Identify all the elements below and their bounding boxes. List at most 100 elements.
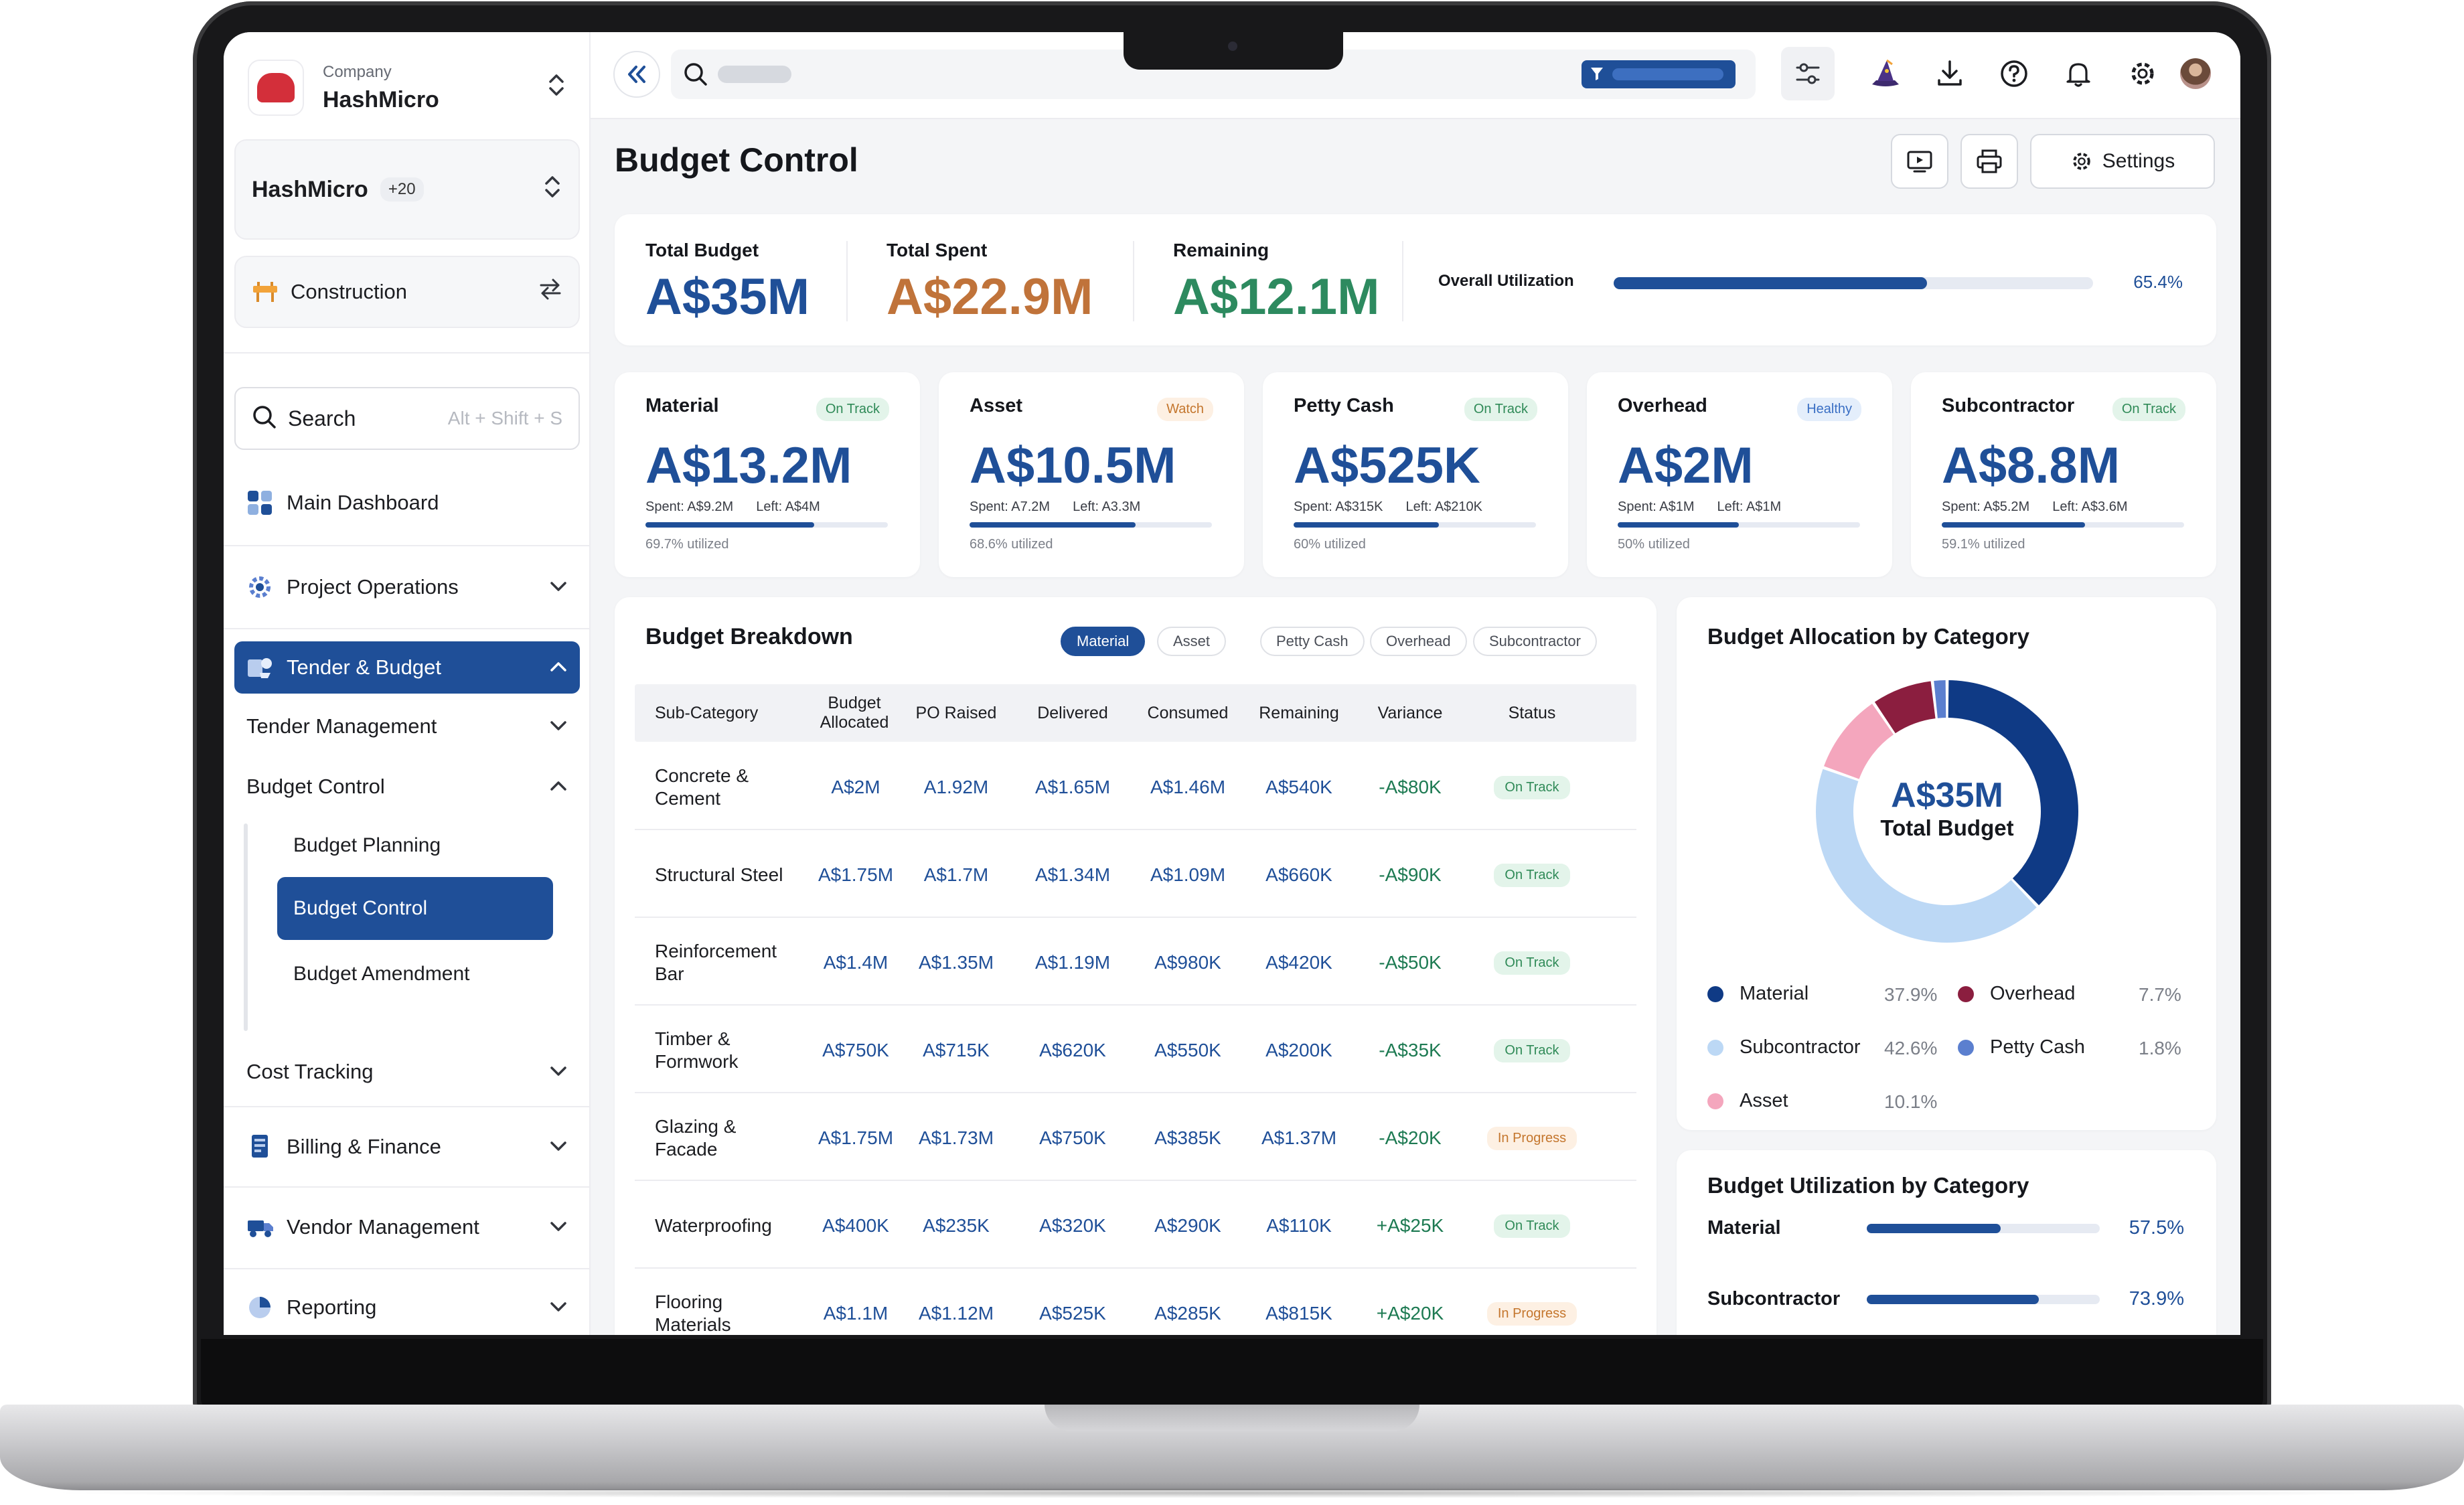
utilization-text: 69.7% utilized (645, 537, 729, 552)
sidebar-item-vendor-management[interactable]: Vendor Management (234, 1201, 580, 1253)
module-selector[interactable]: Construction (234, 256, 580, 328)
column-header-variance[interactable]: Variance (1377, 703, 1443, 722)
column-header-sub-category[interactable]: Sub-Category (655, 703, 759, 722)
module-name: Construction (291, 280, 408, 303)
tree-line (244, 823, 248, 1031)
workspace-selector[interactable]: HashMicro +20 (234, 139, 580, 240)
notifications-button[interactable] (2057, 52, 2100, 95)
cell-sub: Structural Steel (655, 864, 783, 886)
cell-sub: Concrete & Cement (655, 765, 749, 809)
category-value: A$10.5M (970, 437, 1176, 494)
category-meta: Spent: A$5.2M Left: A$3.6M (1942, 499, 2128, 515)
table-row[interactable]: Flooring Materials A$1.1M A$1.12M A$525K A$2… (635, 1271, 1636, 1335)
category-value: A$13.2M (645, 437, 852, 494)
donut-slice-petty-cash[interactable] (1934, 680, 1946, 718)
sidebar-item-reporting[interactable]: Reporting (234, 1281, 580, 1334)
double-chevron-left-icon (628, 66, 645, 83)
legend-item-overhead[interactable]: Overhead (1958, 983, 2075, 1005)
category-card-material: Material On Track A$13.2M Spent: A$9.2M Left… (615, 372, 920, 577)
donut-slice-asset[interactable] (1824, 704, 1894, 779)
category-value: A$8.8M (1942, 437, 2121, 494)
cell-variance: -A$90K (1379, 864, 1442, 885)
utilization-fill (1942, 522, 2085, 528)
cell-alloc: A$1.1M (823, 1303, 889, 1324)
legend-item-material[interactable]: Material (1707, 983, 1808, 1005)
sidebar-item-tender-management[interactable]: Tender Management (234, 700, 580, 752)
avatar[interactable] (2180, 58, 2211, 89)
chevron-down-icon (549, 1217, 568, 1238)
search-icon (684, 63, 707, 86)
sidebar-subitem-budget-control[interactable]: Budget Control (277, 877, 553, 940)
print-button[interactable] (1960, 134, 2018, 189)
cell-delivered: A$525K (1039, 1303, 1106, 1324)
total-budget-value: A$35M (645, 268, 810, 325)
column-header-consumed[interactable]: Consumed (1147, 703, 1229, 722)
column-header-remaining[interactable]: Remaining (1259, 703, 1339, 722)
filter-pill-asset[interactable]: Asset (1157, 627, 1227, 656)
filter-pill-petty-cash[interactable]: Petty Cash (1260, 627, 1365, 656)
status-badge: On Track (2112, 398, 2185, 421)
column-header-po-raised[interactable]: PO Raised (915, 703, 997, 722)
legend-pct: 37.9% (1884, 984, 1938, 1005)
legend-item-asset[interactable]: Asset (1707, 1090, 1788, 1112)
donut-slice-subcontractor[interactable] (1816, 769, 2037, 943)
company-name: HashMicro (323, 86, 439, 112)
table-row[interactable]: Structural Steel A$1.75M A$1.7M A$1.34M A$1.… (635, 832, 1636, 918)
legend-item-petty-cash[interactable]: Petty Cash (1958, 1036, 2085, 1058)
billing-icon (246, 1133, 275, 1160)
filter-pill-material[interactable]: Material (1061, 627, 1146, 656)
category-value: A$525K (1294, 437, 1480, 494)
settings-page-button[interactable]: Settings (2030, 134, 2215, 189)
budget-utilization-card: Budget Utilization by Category Material 5… (1677, 1150, 2216, 1335)
help-button[interactable] (1993, 52, 2035, 95)
table-row[interactable]: Concrete & Cement A$2M A1.92M A$1.65M A$1.46… (635, 744, 1636, 830)
present-button[interactable] (1891, 134, 1948, 189)
cell-alloc: A$2M (831, 777, 880, 797)
cell-sub: Timber & Formwork (655, 1028, 739, 1072)
sidebar-item-billing-finance[interactable]: Billing & Finance (234, 1121, 580, 1173)
budget-breakdown-card: Budget Breakdown Material Asset Petty Cash… (615, 597, 1657, 1335)
table-row[interactable]: Reinforcement Bar A$1.4M A$1.35M A$1.19M A$9… (635, 920, 1636, 1006)
sidebar-item-budget-control[interactable]: Budget Control (234, 761, 580, 813)
filter-button[interactable] (1582, 60, 1736, 88)
download-button[interactable] (1928, 52, 1971, 95)
table-row[interactable]: Glazing & Facade A$1.75M A$1.73M A$750K A$38… (635, 1095, 1636, 1181)
status-badge: In Progress (1486, 1126, 1577, 1150)
overall-utilization-fill (1614, 277, 1928, 289)
donut-slice-material[interactable] (1948, 680, 2078, 906)
category-title: Material (645, 395, 719, 416)
sliders-button[interactable] (1781, 47, 1835, 100)
total-spent-value: A$22.9M (887, 268, 1093, 325)
total-budget-label: Total Budget (645, 240, 759, 260)
column-header-status[interactable]: Status (1508, 703, 1556, 722)
utilization-label: Material (1707, 1217, 1781, 1239)
legend-dot (1707, 1093, 1723, 1109)
column-header-budget-allocated[interactable]: Budget Allocated (820, 694, 889, 732)
workspace-count-badge: +20 (380, 177, 424, 202)
cell-remaining: A$815K (1265, 1303, 1332, 1324)
page-title: Budget Control (615, 141, 858, 179)
table-row[interactable]: Timber & Formwork A$750K A$715K A$620K A$550… (635, 1008, 1636, 1093)
collapse-sidebar-button[interactable] (613, 51, 660, 98)
donut-slice-overhead[interactable] (1874, 681, 1936, 734)
filter-pill-subcontractor[interactable]: Subcontractor (1473, 627, 1597, 656)
table-row[interactable]: Waterproofing A$400K A$235K A$320K A$290K A$1… (635, 1183, 1636, 1269)
sidebar-item-tender-budget[interactable]: Tender & Budget (234, 641, 580, 694)
utilization-fill (1867, 1295, 2039, 1304)
settings-button[interactable] (2121, 52, 2164, 95)
company-switcher[interactable]: Company HashMicro (234, 51, 580, 125)
truck-icon (246, 1214, 275, 1241)
sidebar-subitem-budget-amendment[interactable]: Budget Amendment (293, 963, 470, 985)
sidebar-item-project-operations[interactable]: Project Operations (234, 561, 580, 613)
sidebar-subitem-budget-planning[interactable]: Budget Planning (293, 834, 441, 856)
help-icon (2001, 60, 2027, 87)
sidebar-item-cost-tracking[interactable]: Cost Tracking (234, 1046, 580, 1098)
legend-item-subcontractor[interactable]: Subcontractor (1707, 1036, 1861, 1058)
sidebar-item-main-dashboard[interactable]: Main Dashboard (234, 477, 580, 529)
sidebar-search[interactable]: Search Alt + Shift + S (234, 387, 580, 450)
utilization-label: Subcontractor (1707, 1288, 1841, 1310)
wizard-button[interactable] (1864, 52, 1907, 95)
column-header-delivered[interactable]: Delivered (1037, 703, 1108, 722)
filter-pill-overhead[interactable]: Overhead (1370, 627, 1467, 656)
